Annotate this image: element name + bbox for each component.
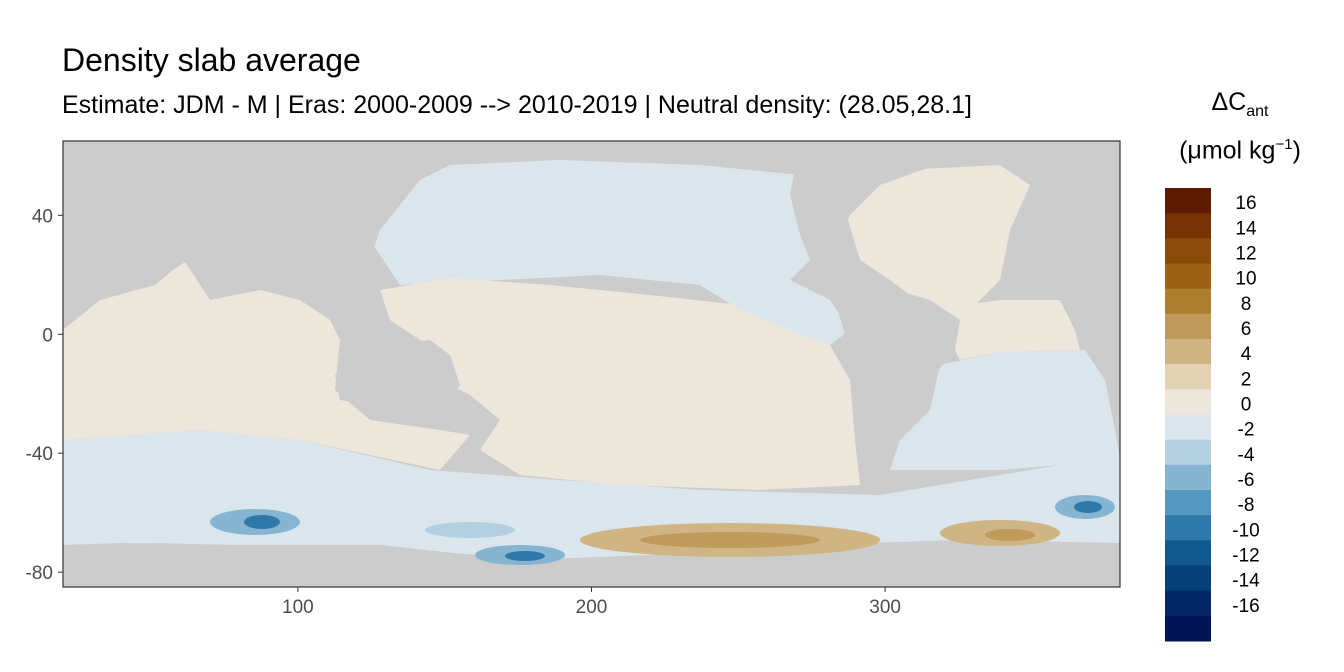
anomaly-ross-neg-core: [505, 551, 545, 561]
land-masses: [63, 141, 1120, 587]
legend-swatch-2: [1165, 238, 1211, 264]
x-tick-label-0: 100: [282, 597, 314, 618]
land-north-america: [790, 141, 1000, 260]
chart-title: Density slab average: [62, 42, 361, 78]
legend-swatch-9: [1165, 414, 1211, 441]
north-pacific: [370, 160, 860, 300]
anomaly-pac-pos-core: [640, 532, 820, 548]
legend-swatch-12: [1165, 490, 1211, 516]
land-asia: [200, 141, 470, 300]
central-pacific: [380, 278, 860, 490]
anomaly-east-neg: [425, 522, 515, 538]
legend-swatch-6: [1165, 339, 1211, 365]
legend-units: (μmol kg−1): [1179, 136, 1301, 165]
tropical-atlantic: [930, 300, 1080, 360]
x-tick-label-2: 300: [869, 597, 901, 618]
legend-swatch-16: [1165, 590, 1211, 617]
legend-swatch-5: [1165, 313, 1211, 340]
ocean-field: [63, 141, 1120, 587]
anomaly-indian-neg-core: [244, 515, 280, 529]
land-africa-east: [1060, 295, 1120, 380]
legend-swatch-14: [1165, 540, 1211, 566]
anomaly-atl-pos-core: [985, 529, 1035, 541]
legend-label-9: -2: [1238, 420, 1255, 441]
x-tick-label-1: 200: [576, 597, 608, 618]
legend-swatch-1: [1165, 213, 1211, 239]
legend-label-7: 2: [1241, 369, 1252, 390]
legend-label-3: 10: [1235, 269, 1256, 290]
legend-swatch-13: [1165, 515, 1211, 541]
anomaly-blobs: [210, 495, 1115, 565]
legend-label-15: -14: [1232, 571, 1260, 592]
y-tick-label-1: 0: [42, 325, 53, 346]
land-europe: [1000, 141, 1120, 300]
legend-swatch-7: [1165, 364, 1211, 390]
legend-swatch-4: [1165, 288, 1211, 315]
y-tick-label-3: -80: [26, 563, 53, 584]
legend-label-16: -16: [1232, 596, 1259, 617]
south-atlantic: [890, 350, 1120, 470]
legend-label-8: 0: [1241, 395, 1252, 416]
legend-label-0: 16: [1235, 193, 1256, 214]
land-antarctica: [63, 540, 1120, 587]
southern-ocean-band: [63, 430, 1120, 560]
legend-title: ΔCant: [1211, 88, 1269, 120]
legend-swatch-15: [1165, 565, 1211, 592]
legend-label-6: 4: [1241, 344, 1252, 365]
legend-label-10: -4: [1238, 445, 1255, 466]
legend-swatch-8: [1165, 389, 1211, 415]
legend-swatch-17: [1165, 615, 1211, 642]
land-africa: [63, 141, 230, 320]
y-tick-label-2: -40: [26, 444, 53, 465]
legend-colorbar: 16 14 12 10 8 6 4 2 0 -2 -4 -6 -8 -10 -12 -14 -16: [1165, 188, 1260, 642]
anomaly-weddell-neg-core: [1074, 501, 1102, 513]
legend-label-5: 6: [1241, 319, 1252, 340]
legend-swatch-3: [1165, 263, 1211, 290]
legend-swatch-0: [1165, 188, 1211, 214]
eastern-pacific: [700, 280, 850, 345]
legend-label-12: -8: [1238, 495, 1255, 516]
chart-subtitle: Estimate: JDM - M | Eras: 2000-2009 --> …: [62, 91, 972, 119]
north-atlantic: [845, 165, 1030, 310]
legend-label-13: -10: [1232, 520, 1259, 541]
indian-ocean: [63, 262, 470, 470]
legend-label-2: 12: [1235, 244, 1256, 265]
y-tick-label-0: 40: [32, 206, 53, 227]
map-panel: [62, 140, 1121, 588]
land-australia: [335, 340, 460, 420]
legend-label-1: 14: [1235, 218, 1257, 239]
legend-label-11: -6: [1238, 470, 1255, 491]
legend-swatch-11: [1165, 464, 1211, 491]
land-south-america: [835, 285, 960, 455]
legend-swatch-10: [1165, 439, 1211, 466]
legend-label-14: -12: [1232, 546, 1259, 567]
legend-label-4: 8: [1241, 294, 1252, 315]
